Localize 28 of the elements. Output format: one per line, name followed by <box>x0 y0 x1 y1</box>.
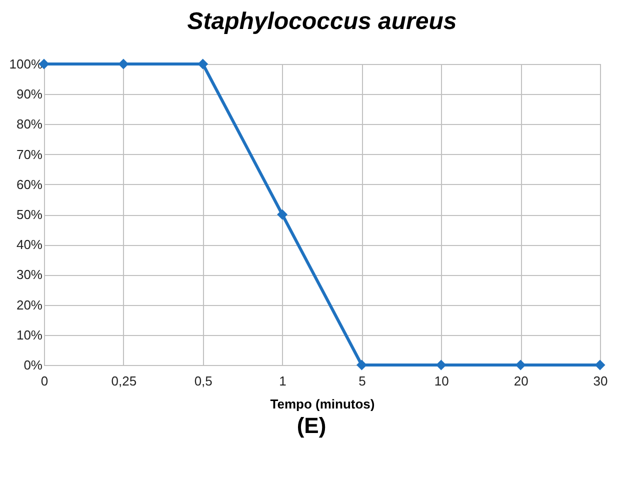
x-tick-label: 0 <box>40 374 48 388</box>
x-tick-label: 30 <box>593 374 608 388</box>
y-tick-label: 30% <box>16 267 43 282</box>
x-tick-label: 0,25 <box>111 374 137 388</box>
point <box>515 360 526 370</box>
y-tick-label: 0% <box>24 358 43 372</box>
x-tick-label: 10 <box>434 374 449 388</box>
y-tick-label: 80% <box>16 116 43 132</box>
text: (E) <box>296 413 328 439</box>
x-axis-title: Tempo (minutos) <box>270 396 375 412</box>
y-tick-label: 20% <box>16 297 43 312</box>
y-tick-label: 40% <box>16 237 43 252</box>
point <box>594 360 606 370</box>
point <box>198 58 208 70</box>
point <box>356 360 367 370</box>
x-tick-label: 5 <box>358 374 366 388</box>
point <box>118 58 129 70</box>
chart-title: Staphylococcus aureus <box>187 8 457 35</box>
x-tick-label: 0,5 <box>194 374 212 388</box>
y-tick-label: 90% <box>16 86 43 102</box>
y-tick-label: 10% <box>16 327 43 342</box>
x-tick-label: 20 <box>514 374 528 388</box>
x-tick-label: 1 <box>279 374 286 388</box>
y-tick-label: 70% <box>16 146 43 162</box>
y-tick-label: 50% <box>16 207 43 222</box>
y-tick-label: 100% <box>9 56 43 72</box>
y-tick-label: 60% <box>16 176 43 192</box>
point <box>277 209 288 220</box>
